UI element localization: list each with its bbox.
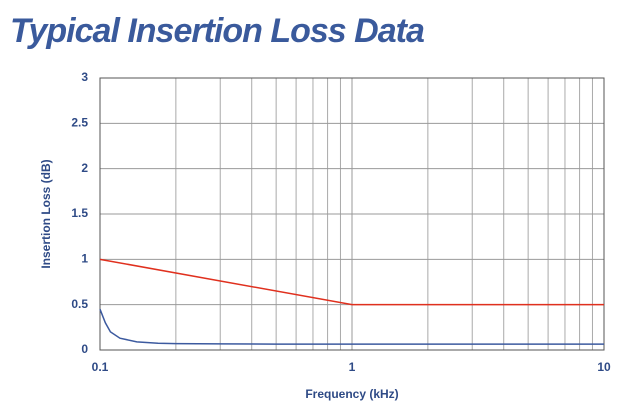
plot-frame — [99, 77, 605, 351]
x-tick-label: 1 — [349, 360, 356, 374]
x-axis-label: Frequency (kHz) — [305, 387, 398, 401]
chart-title: Typical Insertion Loss Data — [10, 12, 424, 50]
y-tick-label: 3 — [81, 70, 88, 84]
data-line — [99, 258, 604, 306]
y-tick-label: 0.5 — [71, 297, 88, 311]
x-tick-label: 0.1 — [92, 360, 109, 374]
data-line — [99, 308, 604, 345]
y-tick-label: 2.5 — [71, 116, 88, 130]
y-axis-label: Insertion Loss (dB) — [39, 159, 53, 268]
y-tick-label: 1.5 — [71, 206, 88, 220]
y-tick-label: 2 — [81, 161, 88, 175]
x-tick-label: 10 — [597, 360, 611, 374]
y-tick-label: 1 — [81, 252, 88, 266]
y-tick-label: 0 — [81, 342, 88, 356]
